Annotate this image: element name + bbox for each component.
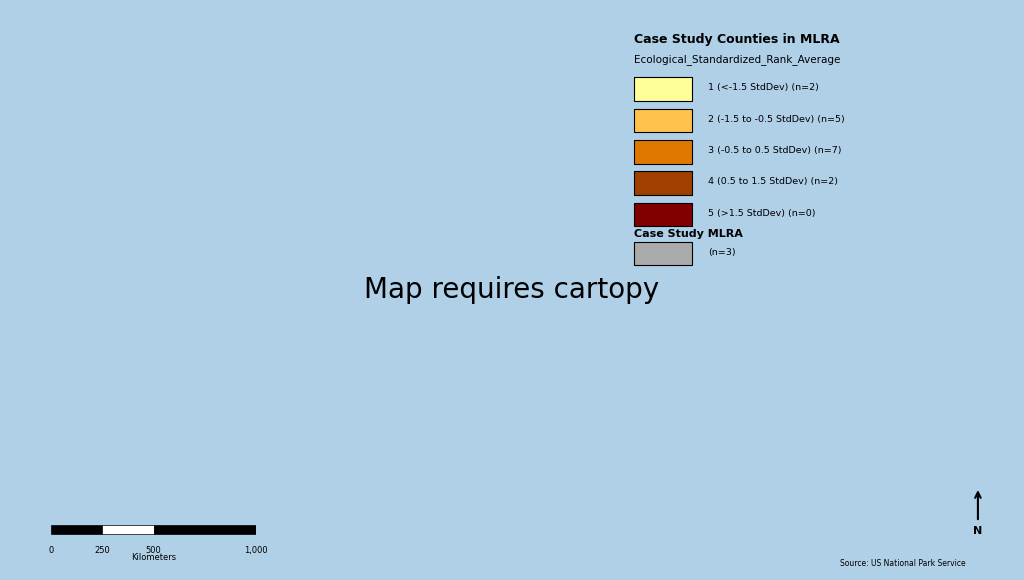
Text: 1 (<-1.5 StdDev) (n=2): 1 (<-1.5 StdDev) (n=2) (708, 84, 818, 92)
Bar (51, 525, 102, 534)
Text: Case Study Counties in MLRA: Case Study Counties in MLRA (634, 33, 840, 46)
Text: 4 (0.5 to 1.5 StdDev) (n=2): 4 (0.5 to 1.5 StdDev) (n=2) (708, 177, 838, 186)
Text: Case Study MLRA: Case Study MLRA (634, 229, 742, 239)
Bar (634, 108, 692, 132)
Text: 250: 250 (94, 546, 111, 555)
Bar (102, 525, 154, 534)
Text: 1,000: 1,000 (244, 546, 268, 555)
Bar (634, 242, 692, 265)
Text: N: N (973, 525, 983, 536)
Bar (634, 172, 692, 195)
Text: 500: 500 (145, 546, 162, 555)
Text: Source: US National Park Service: Source: US National Park Service (840, 559, 966, 568)
Bar (634, 77, 692, 101)
Bar (634, 140, 692, 164)
Text: 2 (-1.5 to -0.5 StdDev) (n=5): 2 (-1.5 to -0.5 StdDev) (n=5) (708, 115, 845, 124)
Text: 5 (>1.5 StdDev) (n=0): 5 (>1.5 StdDev) (n=0) (708, 209, 815, 218)
Text: Map requires cartopy: Map requires cartopy (365, 276, 659, 304)
Text: 3 (-0.5 to 0.5 StdDev) (n=7): 3 (-0.5 to 0.5 StdDev) (n=7) (708, 146, 842, 155)
Text: 0: 0 (48, 546, 54, 555)
Text: Ecological_Standardized_Rank_Average: Ecological_Standardized_Rank_Average (634, 54, 841, 65)
Bar (154, 525, 256, 534)
Text: Kilometers: Kilometers (131, 553, 176, 562)
Bar (634, 202, 692, 226)
Text: (n=3): (n=3) (708, 248, 735, 257)
